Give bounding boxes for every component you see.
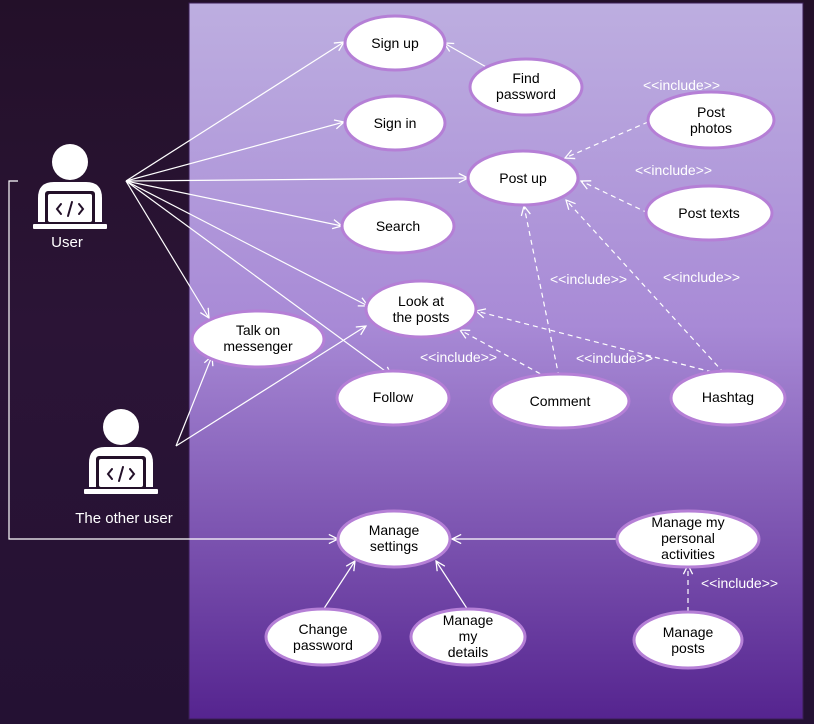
use-case-label: Follow xyxy=(373,389,414,405)
include-label: <<include>> xyxy=(643,77,720,93)
actor-user-label: User xyxy=(51,234,83,251)
use-case-talk-on-messenger[interactable] xyxy=(190,309,326,369)
use-case-label: Comment xyxy=(530,393,591,409)
include-label: <<include>> xyxy=(635,162,712,178)
use-case-follow[interactable] xyxy=(335,369,451,427)
include-label: <<include>> xyxy=(550,271,627,287)
gen-change-password xyxy=(322,561,355,611)
assoc-user-talk xyxy=(125,180,209,318)
use-case-label: Post up xyxy=(499,170,547,186)
include-label: <<include>> xyxy=(663,269,740,285)
use-case-label: Post texts xyxy=(678,205,739,221)
use-case-manage-my-details[interactable] xyxy=(409,607,527,667)
include-label: <<include>> xyxy=(701,575,778,591)
use-case-sign-in[interactable] xyxy=(343,94,447,152)
use-case-label: Change password xyxy=(293,621,353,653)
use-case-labels: Sign up Find password Sign in Post photos … xyxy=(223,35,754,660)
use-case-change-password[interactable] xyxy=(264,607,382,667)
gen-find-password xyxy=(444,43,489,69)
use-case-label: Sign in xyxy=(374,115,417,131)
use-case-hashtag[interactable] xyxy=(669,369,787,427)
incl-comment-post-up xyxy=(524,206,560,378)
use-case-label: Manage posts xyxy=(663,624,714,656)
use-case-label: Search xyxy=(376,218,420,234)
include-label: <<include>> xyxy=(576,350,653,366)
use-case-label: Manage settings xyxy=(369,522,420,554)
use-case-label: Manage my personal activities xyxy=(651,514,724,562)
assoc-other-look xyxy=(175,326,366,447)
use-case-label: Find password xyxy=(496,70,556,102)
use-case-sign-up[interactable] xyxy=(343,14,447,72)
assoc-user-look xyxy=(125,180,368,306)
use-case-label: Talk on messenger xyxy=(223,322,293,354)
use-case-manage-posts[interactable] xyxy=(632,610,744,670)
assoc-user-search xyxy=(125,180,342,226)
include-relationships xyxy=(460,121,725,612)
use-case-comment[interactable] xyxy=(489,372,631,430)
use-case-look-at-posts[interactable] xyxy=(364,279,478,339)
actor-other-user-label: The other user xyxy=(75,510,173,527)
developer-laptop-icon xyxy=(33,144,107,229)
incl-hashtag-look xyxy=(476,311,713,373)
assoc-user-post-up xyxy=(125,178,468,181)
assoc-user-settings xyxy=(8,180,338,539)
use-cases xyxy=(190,14,787,670)
use-case-label: Post photos xyxy=(690,104,732,136)
incl-post-photos xyxy=(565,121,649,158)
developer-laptop-icon xyxy=(84,409,158,494)
include-labels: <<include>> <<include>> <<include>> <<in… xyxy=(420,77,778,591)
assoc-other-talk xyxy=(175,356,212,447)
use-case-manage-personal-activities[interactable] xyxy=(615,509,761,569)
incl-post-texts xyxy=(581,181,649,214)
use-case-label: Hashtag xyxy=(702,389,754,405)
use-case-post-texts[interactable] xyxy=(644,184,774,242)
incl-comment-look xyxy=(460,330,549,379)
use-case-post-photos[interactable] xyxy=(646,90,776,150)
incl-hashtag-post-up xyxy=(566,200,725,374)
use-case-label: Look at the posts xyxy=(393,293,450,325)
use-case-find-password[interactable] xyxy=(468,57,584,117)
use-case-label: Manage my details xyxy=(443,612,494,660)
use-case-manage-settings[interactable] xyxy=(336,509,452,569)
use-case-post-up[interactable] xyxy=(466,149,580,207)
gen-manage-details xyxy=(436,561,469,611)
associations xyxy=(8,42,618,611)
actor-user: User xyxy=(33,144,107,251)
assoc-user-follow xyxy=(125,180,392,376)
assoc-user-sign-up xyxy=(125,42,344,182)
use-case-search[interactable] xyxy=(340,197,456,255)
assoc-user-sign-in xyxy=(125,122,344,182)
include-label: <<include>> xyxy=(420,349,497,365)
use-case-label: Sign up xyxy=(371,35,419,51)
actor-other-user: The other user xyxy=(75,409,173,527)
